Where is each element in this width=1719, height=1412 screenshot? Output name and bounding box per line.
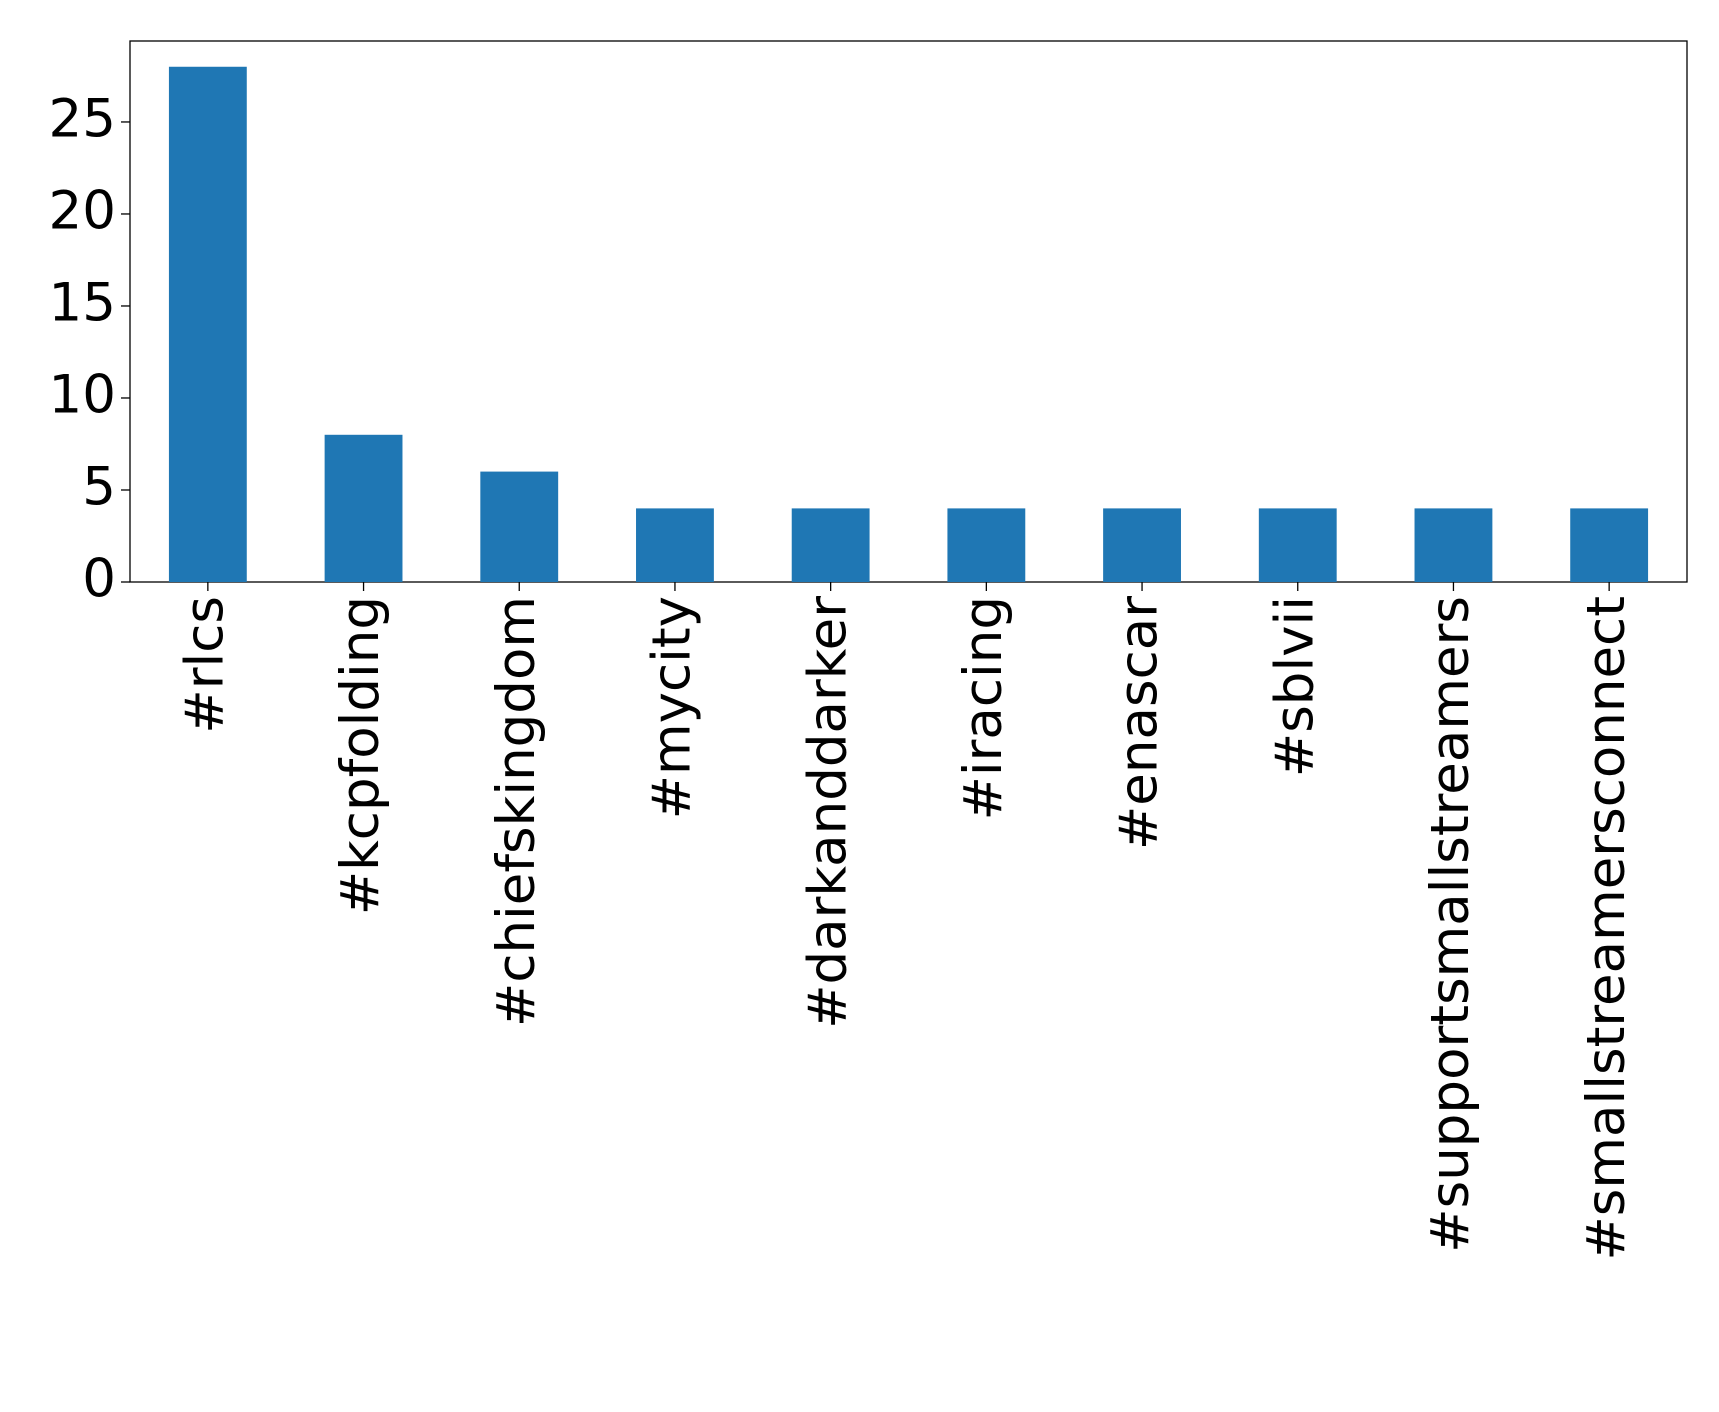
bar — [1570, 508, 1649, 582]
x-tick-label: #kcpfolding — [330, 596, 391, 915]
bar — [1414, 508, 1493, 582]
x-tick-label: #darkanddarker — [797, 596, 858, 1029]
bar — [791, 508, 870, 582]
y-tick-label: 0 — [82, 549, 116, 610]
x-tick-label: #iracing — [953, 596, 1014, 821]
plot-frame — [129, 40, 1688, 583]
x-tick-label: #enascar — [1109, 596, 1170, 850]
bar — [324, 434, 403, 582]
bar — [1103, 508, 1181, 582]
x-tick-label: #rlcs — [174, 596, 235, 734]
bar — [636, 508, 714, 582]
bar — [480, 471, 559, 582]
y-tick-label: 15 — [49, 273, 116, 334]
bar — [168, 66, 247, 582]
y-tick-label: 10 — [49, 365, 116, 426]
y-tick-label: 20 — [49, 181, 116, 242]
bar — [1258, 508, 1337, 582]
x-tick-label: #smallstreamersconnect — [1576, 596, 1637, 1261]
x-tick-label: #mycity — [642, 596, 703, 819]
x-tick-label: #supportsmallstreamers — [1420, 596, 1481, 1253]
x-tick-label: #chiefskingdom — [486, 596, 547, 1027]
y-tick-label: 25 — [49, 89, 116, 150]
x-tick-label: #sblvii — [1264, 596, 1325, 777]
y-tick-label: 5 — [82, 457, 116, 518]
bar — [947, 508, 1026, 582]
